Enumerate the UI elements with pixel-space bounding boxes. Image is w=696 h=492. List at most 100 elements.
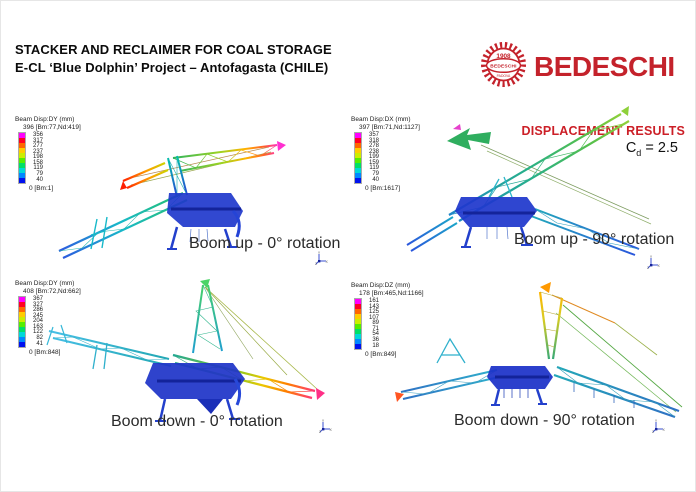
panel-boom-up-0: Beam Disp:DY (mm) 396 [Bm:77,Nd:419] 356… — [1, 101, 349, 271]
slide-title-line2: E-CL ‘Blue Dolphin’ Project – Antofagast… — [15, 60, 329, 75]
legend-color-bar — [354, 298, 362, 350]
legend-tick: 161 — [368, 298, 379, 304]
legend-boom-up-0: Beam Disp:DY (mm) 396 [Bm:77,Nd:419] 356… — [15, 116, 81, 192]
bedeschi-logo: 1908 BEDESCHI PADOVA BEDESCHI — [480, 41, 675, 93]
svg-text:Y: Y — [318, 251, 321, 255]
legend-tick: 317 — [32, 137, 43, 144]
legend-tick: 40 — [372, 176, 379, 183]
panel-boom-down-90: Beam Disp:DZ (mm) 178 [Bm:465,Nd:1166] 1… — [349, 271, 695, 473]
slide-title-line1: STACKER AND RECLAIMER FOR COAL STORAGE — [15, 42, 332, 57]
legend-tick: 79 — [372, 171, 379, 178]
axis-triad-icon: Y X Z — [647, 255, 661, 274]
legend-boom-down-0: Beam Disp:DY (mm) 408 [Bm:72,Nd:662] 367… — [15, 280, 81, 356]
fea-model-boom-up-90 — [406, 106, 652, 256]
legend-max-value: 397 [Bm:71,Nd:1127] — [359, 124, 420, 131]
legend-tick: 199 — [368, 154, 379, 161]
legend-tick: 277 — [32, 143, 43, 150]
legend-tick: 237 — [32, 148, 43, 155]
svg-text:X: X — [330, 428, 332, 432]
legend-tick: 119 — [33, 165, 43, 172]
legend-title: Beam Disp:DY (mm) — [15, 116, 75, 123]
panel-boom-down-0: Beam Disp:DY (mm) 408 [Bm:72,Nd:662] 367… — [1, 271, 349, 473]
legend-tick: 159 — [368, 159, 379, 166]
legend-tick: 198 — [32, 154, 43, 161]
title-block: STACKER AND RECLAIMER FOR COAL STORAGE E… — [15, 41, 332, 77]
svg-text:1908: 1908 — [496, 53, 511, 60]
legend-min-value: 0 [Bm:849] — [365, 351, 397, 358]
legend-boom-up-90: Beam Disp:DX (mm) 397 [Bm:71,Nd:1127] 35… — [351, 116, 420, 192]
legend-max-value: 178 [Bm:465,Nd:1166] — [359, 290, 424, 297]
displacement-results-heading: DISPLACEMENT RESULTS — [521, 124, 685, 138]
legend-tick: 204 — [32, 318, 43, 325]
legend-ticks: 357 318 278 238 199 159 119 79 40 — [365, 132, 379, 184]
svg-text:X: X — [658, 264, 660, 268]
legend-tick: 41 — [36, 340, 43, 347]
legend-tick: 163 — [32, 323, 43, 330]
legend-ticks: 356 317 277 237 198 158 119 79 40 — [29, 132, 43, 184]
legend-tick: 278 — [368, 143, 379, 150]
svg-text:Z: Z — [652, 430, 654, 433]
legend-tick: 54 — [372, 331, 379, 338]
svg-text:Z: Z — [647, 266, 649, 269]
svg-text:Y: Y — [655, 419, 658, 423]
svg-text:BEDESCHI: BEDESCHI — [490, 64, 517, 70]
svg-text:Z: Z — [319, 430, 321, 433]
svg-text:PADOVA: PADOVA — [497, 74, 511, 78]
caption-boom-up-90: Boom up - 90° rotation — [514, 231, 675, 248]
legend-tick: 122 — [32, 329, 43, 336]
legend-tick: 36 — [372, 337, 379, 344]
fea-model-boom-up-0 — [58, 141, 286, 259]
bedeschi-emblem-icon: 1908 BEDESCHI PADOVA — [480, 41, 527, 93]
legend-tick: 107 — [368, 314, 379, 321]
caption-boom-down-0: Boom down - 0° rotation — [111, 413, 283, 430]
axis-triad-icon: Y X Z — [319, 419, 333, 438]
panel-boom-up-90: Beam Disp:DX (mm) 397 [Bm:71,Nd:1127] 35… — [349, 101, 695, 274]
legend-title: Beam Disp:DY (mm) — [15, 280, 75, 287]
fea-model-boom-down-0 — [46, 279, 325, 422]
svg-text:X: X — [326, 260, 328, 264]
legend-tick: 125 — [368, 309, 379, 316]
legend-tick: 79 — [36, 171, 43, 178]
bedeschi-wordmark: BEDESCHI — [534, 51, 675, 82]
legend-tick: 119 — [369, 165, 379, 172]
legend-min-value: 0 [Bm:1617] — [365, 185, 401, 192]
legend-tick: 318 — [368, 137, 379, 144]
legend-tick: 71 — [372, 325, 379, 332]
legend-tick: 357 — [368, 132, 379, 138]
legend-tick: 245 — [32, 312, 43, 319]
legend-tick: 238 — [368, 148, 379, 155]
legend-tick: 158 — [32, 159, 43, 166]
legend-color-bar — [354, 132, 362, 184]
svg-text:Z: Z — [315, 262, 317, 265]
axis-triad-icon: Y X Z — [315, 251, 329, 270]
legend-color-bar — [18, 132, 26, 184]
caption-boom-up-0: Boom up - 0° rotation — [189, 235, 341, 252]
cd-factor: Cd = 2.5 — [625, 140, 678, 158]
legend-tick: 356 — [32, 132, 43, 138]
legend-min-value: 0 [Bm:848] — [29, 349, 61, 356]
legend-tick: 18 — [372, 342, 379, 349]
svg-text:Y: Y — [322, 419, 325, 423]
fea-model-boom-down-90 — [395, 282, 683, 419]
legend-max-value: 396 [Bm:77,Nd:419] — [23, 124, 81, 131]
legend-tick: 286 — [32, 307, 43, 314]
legend-tick: 82 — [36, 335, 43, 342]
legend-boom-down-90: Beam Disp:DZ (mm) 178 [Bm:465,Nd:1166] 1… — [351, 282, 424, 358]
legend-color-bar — [18, 296, 26, 348]
axis-triad-icon: Y X Z — [652, 419, 666, 438]
caption-boom-down-90: Boom down - 90° rotation — [454, 412, 635, 429]
legend-title: Beam Disp:DZ (mm) — [351, 282, 411, 289]
legend-tick: 367 — [32, 296, 43, 302]
legend-tick: 40 — [36, 176, 43, 183]
legend-title: Beam Disp:DX (mm) — [351, 116, 411, 123]
legend-tick: 89 — [372, 320, 379, 327]
legend-max-value: 408 [Bm:72,Nd:662] — [23, 288, 81, 295]
legend-ticks: 367 327 286 245 204 163 122 82 41 — [29, 296, 43, 348]
legend-min-value: 0 [Bm:1] — [29, 185, 54, 192]
legend-ticks: 161 143 125 107 89 71 54 36 18 — [365, 298, 379, 350]
svg-text:X: X — [663, 428, 665, 432]
svg-text:Y: Y — [650, 255, 653, 259]
legend-tick: 143 — [368, 303, 379, 310]
legend-tick: 327 — [32, 301, 43, 308]
